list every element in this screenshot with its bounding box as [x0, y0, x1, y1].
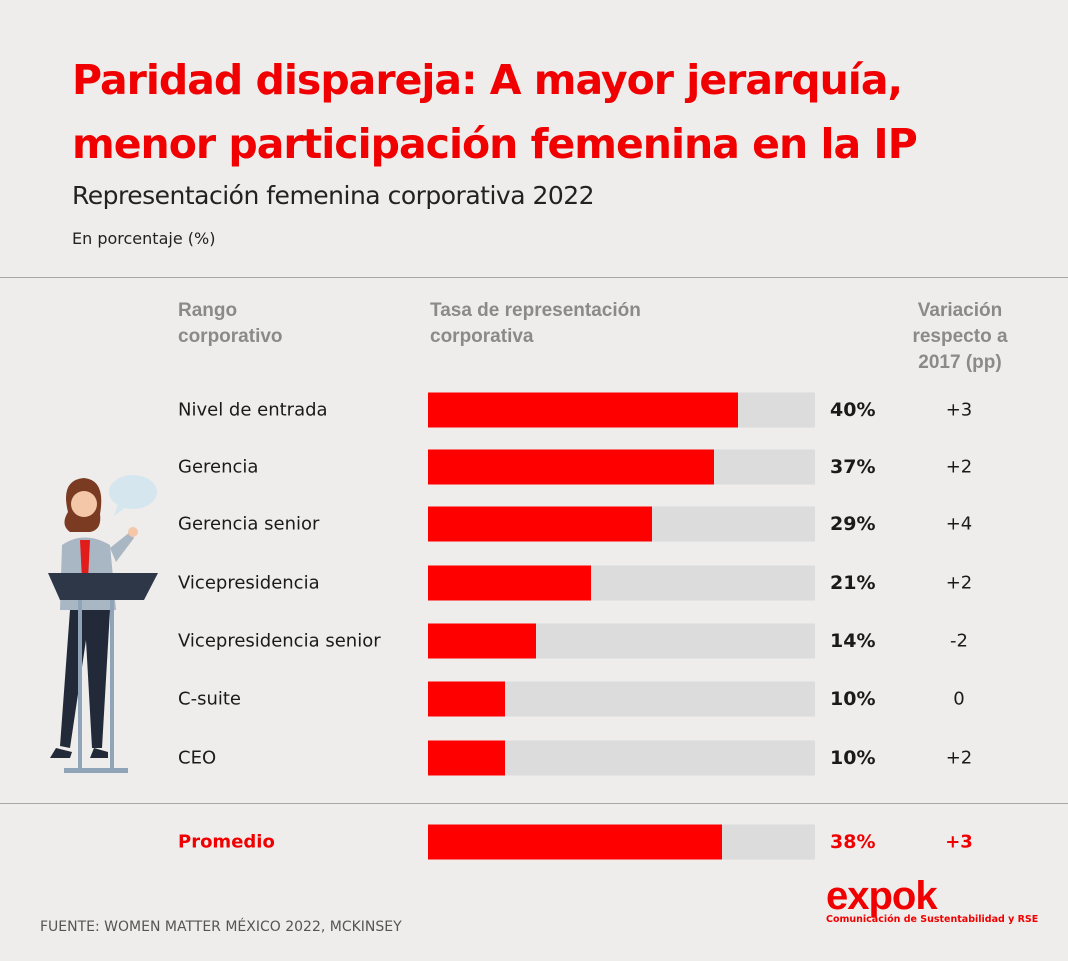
header-rank: Rango corporativo [178, 300, 283, 347]
bar-track [428, 506, 815, 542]
variation-label: 0 [953, 688, 965, 710]
bottom-divider [0, 803, 1068, 804]
variation-label: +4 [945, 513, 973, 535]
expok-logo: expok Comunicación de Sustentabilidad y … [826, 874, 1039, 925]
value-label: 21% [830, 572, 876, 594]
bar-track [428, 681, 815, 717]
bar [428, 565, 591, 601]
category-label: Vicepresidencia senior [178, 630, 381, 652]
header-rate: Tasa de representación corporativa [430, 300, 641, 347]
source-note: FUENTE: WOMEN MATTER MÉXICO 2022, MCKINS… [40, 919, 402, 935]
variation-label: +2 [945, 456, 973, 478]
bar-track [428, 449, 815, 485]
value-label: 37% [830, 456, 876, 478]
variation-label: +3 [945, 399, 973, 421]
category-label: C-suite [178, 688, 241, 710]
category-label: Gerencia senior [178, 513, 320, 535]
page-title: Paridad dispareja: A mayor jerarquía, me… [72, 48, 918, 176]
bar [428, 824, 723, 860]
category-label: Gerencia [178, 456, 259, 478]
value-label: 40% [830, 399, 876, 421]
top-divider [0, 277, 1068, 278]
logo-tagline: Comunicación de Sustentabilidad y RSE [826, 914, 1039, 925]
bar-track [428, 824, 815, 860]
bar-track [428, 623, 815, 659]
bar-track [428, 565, 815, 601]
value-label: 38% [830, 831, 876, 853]
header-variation: Variación respecto a 2017 (pp) [912, 300, 1008, 373]
businesswoman-at-podium-illustration [48, 475, 158, 773]
variation-label: +2 [945, 747, 973, 769]
bar-track [428, 392, 815, 428]
category-label: CEO [178, 747, 217, 769]
variation-label: +3 [945, 831, 973, 853]
title-line-1: Paridad dispareja: A mayor jerarquía, [72, 56, 903, 104]
value-label: 10% [830, 747, 876, 769]
bar [428, 506, 653, 542]
value-label: 10% [830, 688, 876, 710]
value-label: 14% [830, 630, 876, 652]
bar [428, 681, 506, 717]
bar [428, 740, 506, 776]
variation-label: -2 [950, 630, 968, 652]
category-label: Vicepresidencia [178, 572, 320, 594]
bar [428, 623, 537, 659]
category-label: Promedio [178, 831, 275, 853]
unit-label: En porcentaje (%) [72, 229, 216, 248]
category-label: Nivel de entrada [178, 399, 328, 421]
variation-label: +2 [945, 572, 973, 594]
value-label: 29% [830, 513, 876, 535]
chart-subtitle: Representación femenina corporativa 2022 [72, 181, 595, 210]
logo-wordmark: expok [826, 874, 938, 918]
title-line-2: menor participación femenina en la IP [72, 120, 918, 168]
bar [428, 449, 715, 485]
bar [428, 392, 738, 428]
bar-track [428, 740, 815, 776]
